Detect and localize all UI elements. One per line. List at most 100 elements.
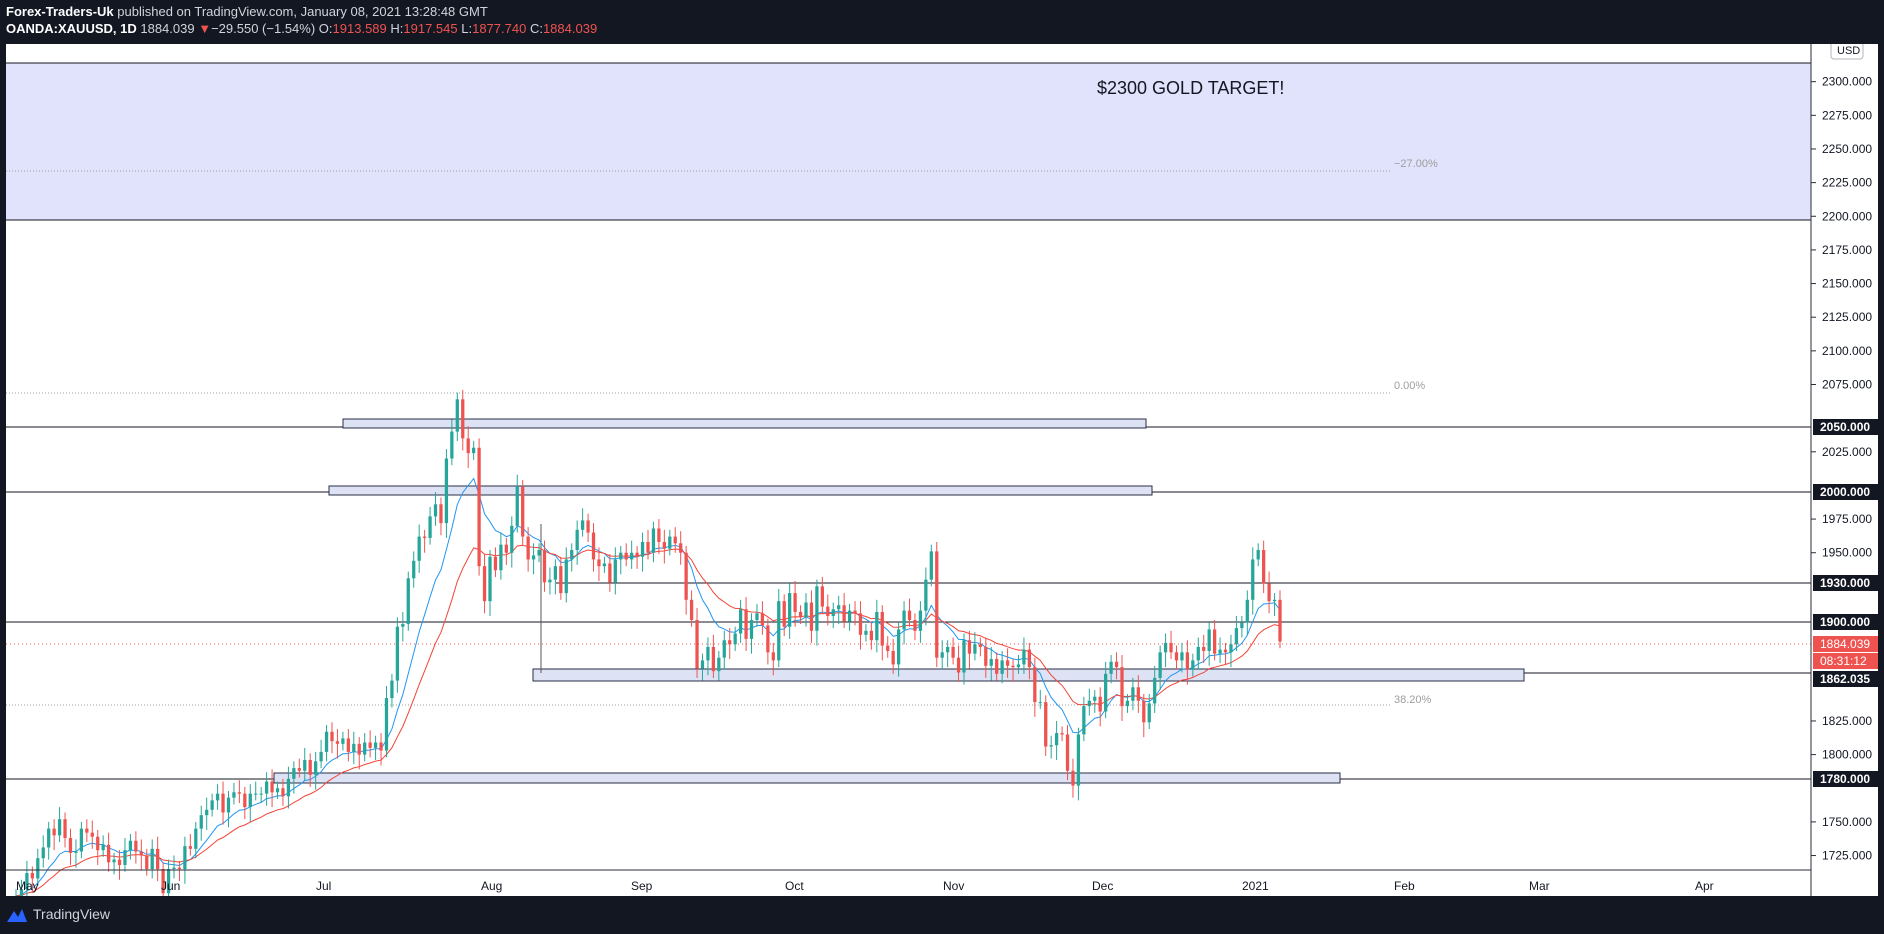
candle-body[interactable] [521,486,525,537]
candle-body[interactable] [112,859,116,863]
candle-body[interactable] [640,541,645,557]
candle-body[interactable] [733,633,737,645]
candle-body[interactable] [624,552,628,560]
candle-body[interactable] [717,657,721,672]
candle-body[interactable] [809,602,814,631]
candle-body[interactable] [526,536,530,560]
candle-body[interactable] [128,840,133,851]
candle-body[interactable] [570,550,574,560]
candle-body[interactable] [1136,687,1140,701]
candle-body[interactable] [101,844,105,851]
candle-body[interactable] [700,660,705,669]
candle-body[interactable] [139,851,143,856]
candle-body[interactable] [373,742,378,748]
candle-body[interactable] [1147,703,1151,723]
candle-body[interactable] [1011,665,1015,668]
candle-body[interactable] [150,848,154,869]
candle-body[interactable] [1054,733,1059,746]
candle-body[interactable] [134,840,138,852]
candle-body[interactable] [1207,629,1211,651]
candle-body[interactable] [243,793,247,808]
candle-body[interactable] [1120,667,1124,707]
candle-body[interactable] [156,848,160,869]
candle-body[interactable] [793,593,797,612]
candle-body[interactable] [630,552,634,560]
candle-body[interactable] [896,629,901,665]
candle-body[interactable] [673,536,677,544]
candle-body[interactable] [548,579,552,583]
candle-body[interactable] [956,657,961,673]
ema-slow-line[interactable] [15,544,1281,896]
candle-body[interactable] [1212,629,1217,654]
candle-body[interactable] [831,609,835,616]
candle-body[interactable] [826,606,830,616]
candle-body[interactable] [1185,652,1190,670]
candle-body[interactable] [531,555,536,560]
candle-body[interactable] [1016,664,1021,668]
candle-body[interactable] [1038,702,1042,704]
candle-body[interactable] [41,847,45,859]
candle-body[interactable] [1044,702,1048,747]
candle-body[interactable] [450,431,454,459]
candle-body[interactable] [1169,642,1173,653]
candle-body[interactable] [96,836,100,851]
candle-body[interactable] [335,741,340,744]
candle-body[interactable] [1218,649,1222,654]
price-scale[interactable]: USD 2300.000 2275.000 2250.000 2225.000 2200… [1810,44,1878,896]
candle-body[interactable] [771,652,775,661]
candle-body[interactable] [1142,700,1146,723]
candle-body[interactable] [837,605,841,610]
candle-body[interactable] [390,680,394,699]
candle-body[interactable] [210,800,214,810]
candle-body[interactable] [254,793,258,795]
candle-body[interactable] [940,652,944,658]
candle-body[interactable] [1272,599,1277,602]
candle-body[interactable] [978,644,982,647]
time-axis[interactable]: May Jun Jul Aug Sep Oct Nov Dec 2021 Feb Mar Apr [6,869,1811,893]
candle-body[interactable] [314,761,318,775]
candle-body[interactable] [47,828,51,848]
candle-body[interactable] [504,544,508,553]
candle-body[interactable] [292,768,296,779]
target-zone[interactable] [6,63,1811,220]
candle-body[interactable] [379,742,383,751]
candle-body[interactable] [684,552,688,600]
candle-body[interactable] [1076,734,1081,786]
candle-body[interactable] [744,609,748,639]
candle-body[interactable] [880,611,884,646]
candle-body[interactable] [760,613,765,626]
publisher-name[interactable]: Forex-Traders-Uk [6,4,114,19]
candle-body[interactable] [226,797,231,813]
candle-body[interactable] [907,610,912,621]
candle-body[interactable] [1256,550,1260,560]
candle-body[interactable] [417,536,421,561]
candle-body[interactable] [406,578,410,625]
candle-body[interactable] [68,838,73,853]
candle-body[interactable] [117,859,122,865]
candle-body[interactable] [1087,700,1091,707]
candle-body[interactable] [183,846,187,869]
candle-body[interactable] [422,536,427,538]
candle-body[interactable] [613,559,617,583]
candle-body[interactable] [820,586,824,607]
candle-body[interactable] [864,630,868,635]
sr-box-1862[interactable] [532,668,1525,682]
candle-body[interactable] [90,832,94,837]
candle-body[interactable] [188,846,192,849]
candle-body[interactable] [357,743,361,755]
candle-body[interactable] [166,869,171,894]
candle-body[interactable] [913,620,917,631]
candle-body[interactable] [1065,734,1070,771]
candle-body[interactable] [477,447,481,567]
candle-body[interactable] [553,566,558,580]
candle-body[interactable] [1060,733,1064,735]
candle-body[interactable] [1180,652,1184,661]
candle-body[interactable] [395,626,400,681]
annotation-text[interactable]: $2300 GOLD TARGET! [1097,78,1284,98]
candle-body[interactable] [221,793,225,813]
candle-body[interactable] [597,559,601,567]
candle-body[interactable] [1234,628,1239,645]
candle-body[interactable] [74,851,78,853]
candle-body[interactable] [52,828,56,836]
candle-body[interactable] [668,536,672,549]
